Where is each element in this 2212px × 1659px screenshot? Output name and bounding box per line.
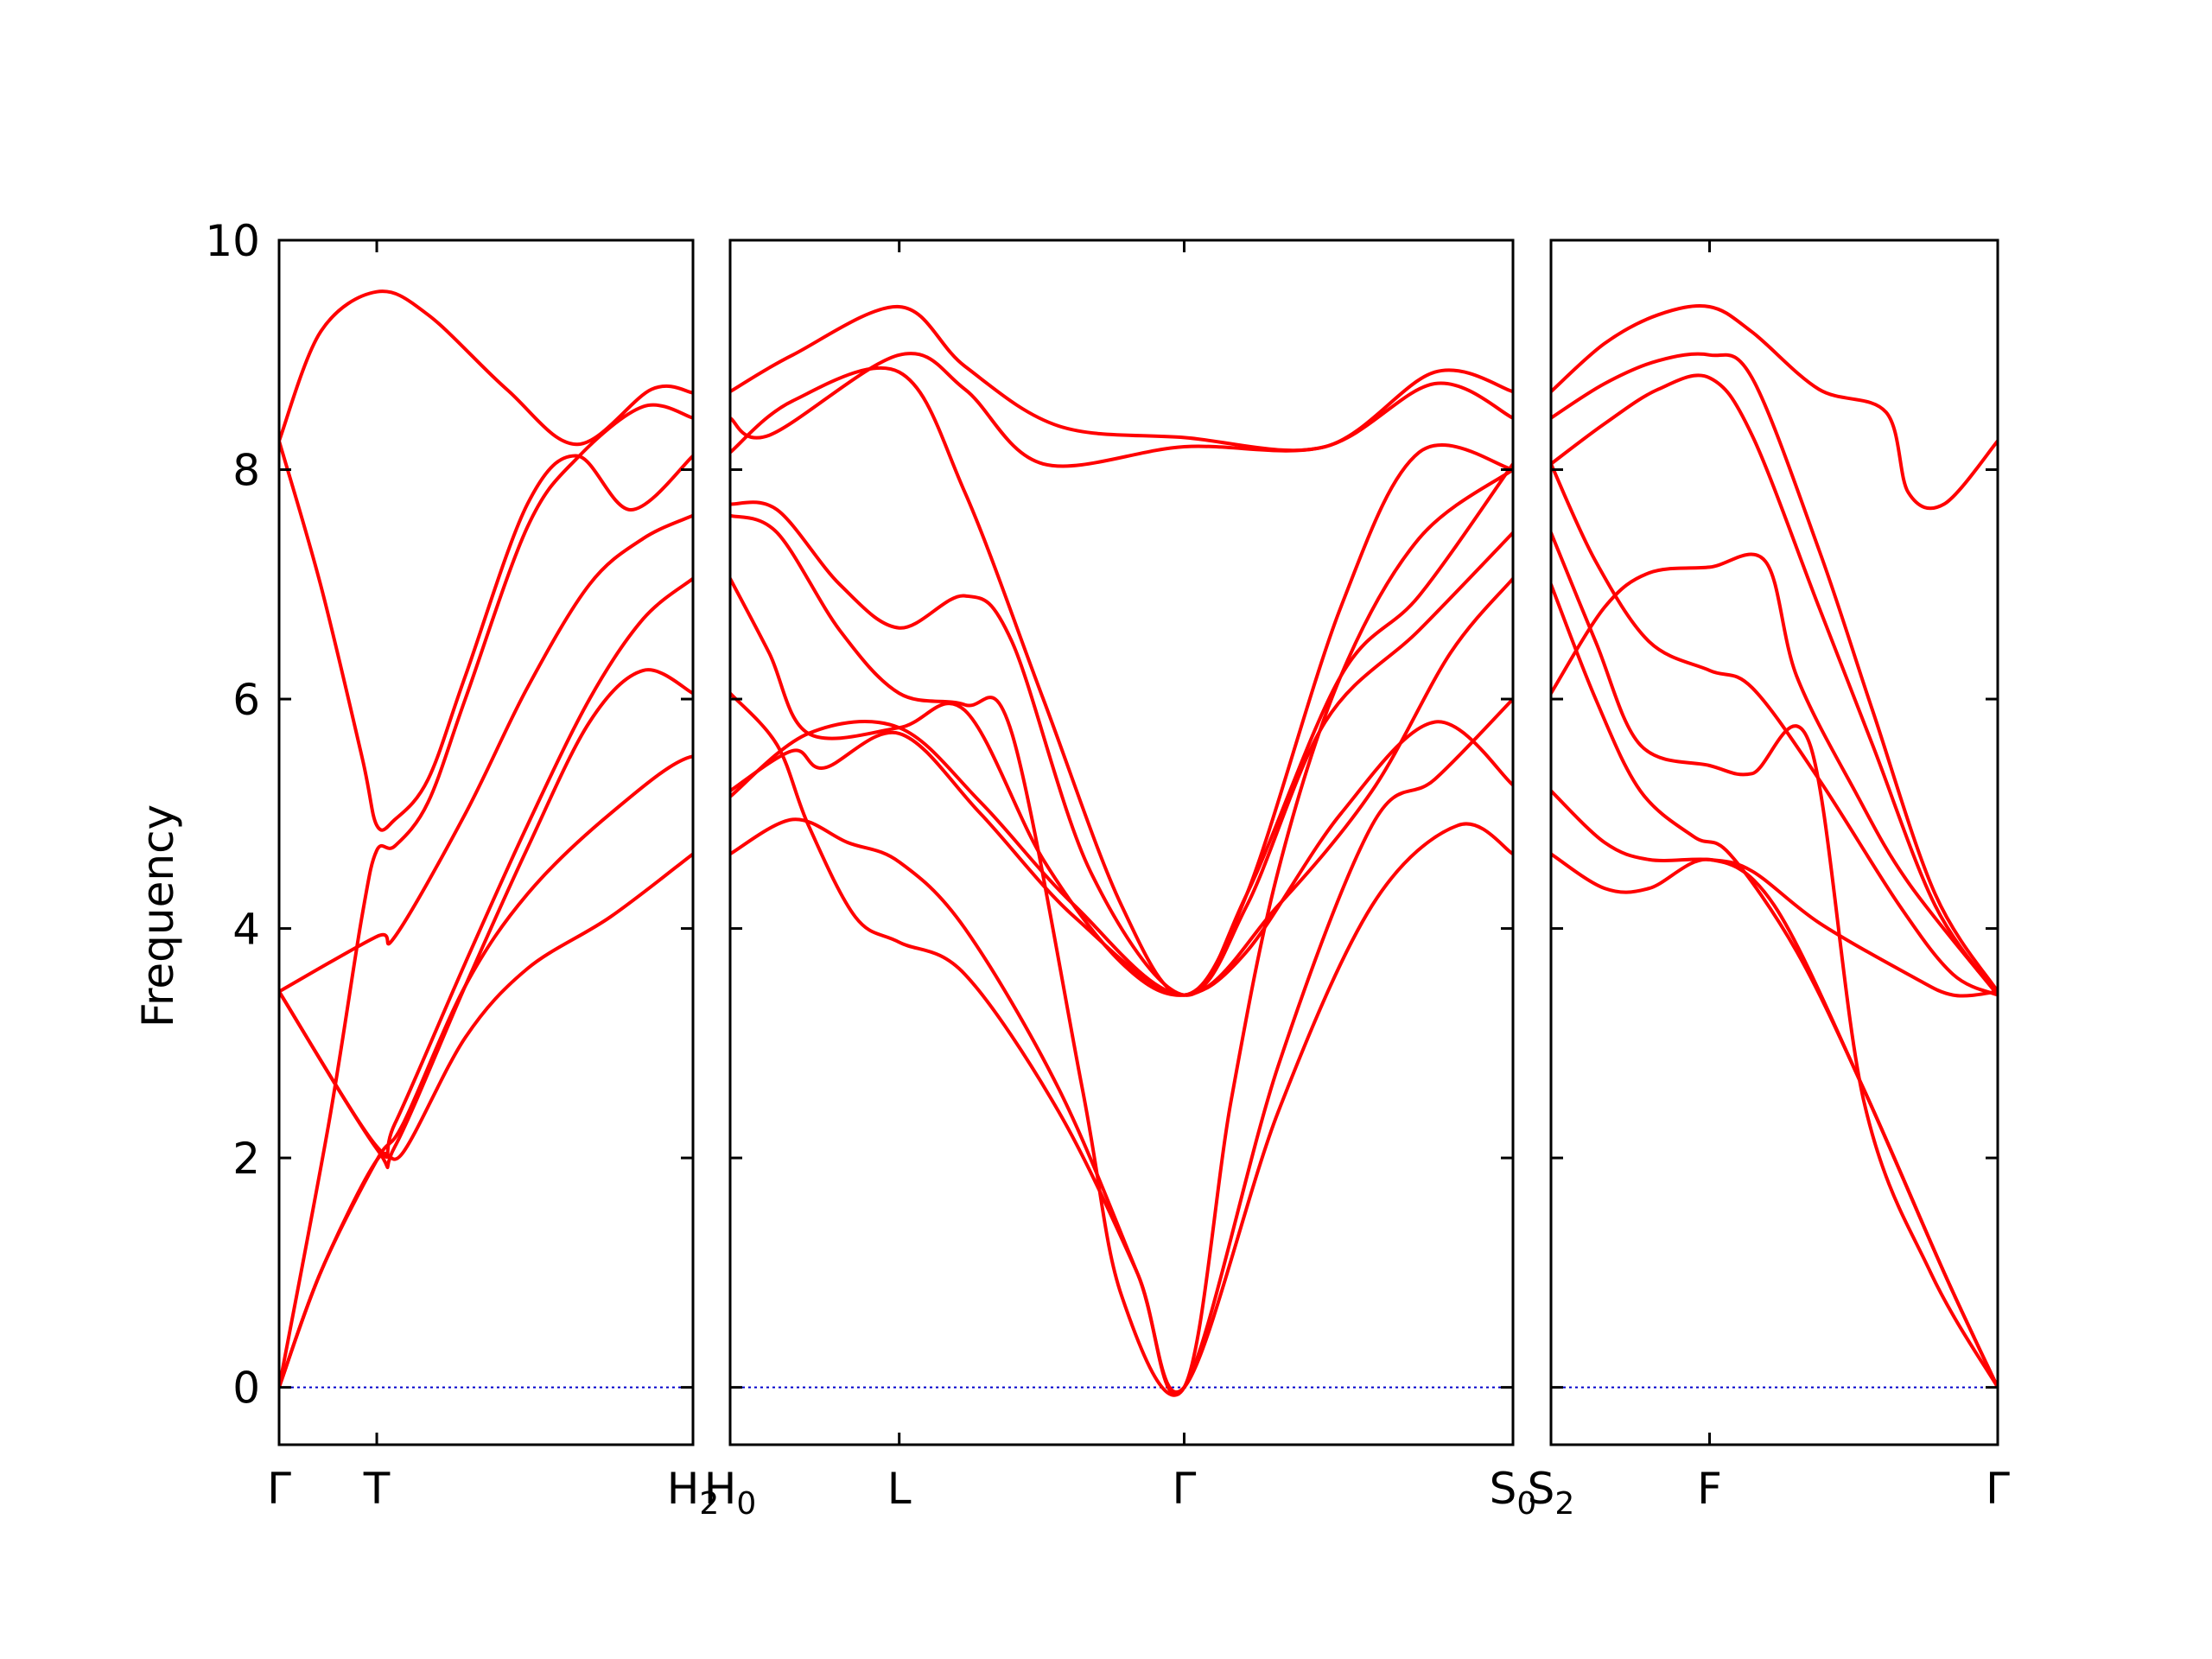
bands	[279, 289, 693, 1389]
band-9	[730, 352, 1513, 468]
band-panel-1: 0 2 4 6 8 10 Γ T H2	[205, 216, 720, 1522]
band-7	[279, 576, 693, 1160]
x-tick-label-1: Γ	[267, 1464, 291, 1514]
band-1	[279, 754, 693, 1389]
y-tick-label: 8	[232, 446, 260, 496]
x-tick-label-4: S0	[1490, 1464, 1537, 1522]
band-8	[730, 365, 1513, 997]
band-4	[279, 289, 693, 447]
band-5	[730, 531, 1513, 997]
band-7	[730, 461, 1513, 997]
band-6	[1551, 461, 1998, 997]
bands	[730, 304, 1513, 1397]
band-9	[1551, 304, 1998, 511]
x-tick-label-2: T	[363, 1464, 391, 1514]
band-10	[730, 304, 1513, 453]
band-8	[279, 852, 693, 1389]
band-2	[279, 403, 693, 1389]
panel-frame	[728, 238, 1515, 1446]
x-tick-label-1: H0	[704, 1464, 757, 1522]
y-tick-label: 4	[232, 905, 260, 955]
y-tick-label: 2	[232, 1134, 260, 1184]
x-tick-label-3: Γ	[1986, 1464, 2010, 1514]
x-tick-label-3: Γ	[1173, 1464, 1197, 1514]
y-axis-label: Frequency	[133, 804, 183, 1027]
band-2	[730, 691, 1513, 1396]
y-tick-label: 0	[232, 1363, 260, 1414]
band-7	[1551, 373, 1998, 997]
x-tick-label-1: S2	[1528, 1464, 1575, 1522]
x-tick-label-2: F	[1697, 1464, 1722, 1514]
x-tick-label-3: H2	[667, 1464, 720, 1522]
x-tick-label-2: L	[887, 1464, 912, 1514]
band-6	[730, 467, 1513, 1397]
panel-frame	[277, 238, 695, 1446]
band-8	[1551, 352, 1998, 994]
band-3	[1551, 552, 1998, 997]
band-5	[279, 513, 693, 994]
bands	[1551, 304, 1998, 1389]
band-panel-3: S2 F Γ	[1528, 238, 2010, 1522]
band-1	[1551, 852, 1998, 1389]
y-tick-label: 10	[205, 216, 260, 266]
y-tick-label: 6	[232, 675, 260, 725]
band-panel-2: H0 L Γ S0	[704, 238, 1537, 1522]
band-4	[1551, 582, 1998, 1389]
band-5	[1551, 531, 1998, 1389]
band-3	[279, 439, 693, 832]
panel-frame	[1549, 238, 1999, 1446]
band-2	[1551, 789, 1998, 998]
